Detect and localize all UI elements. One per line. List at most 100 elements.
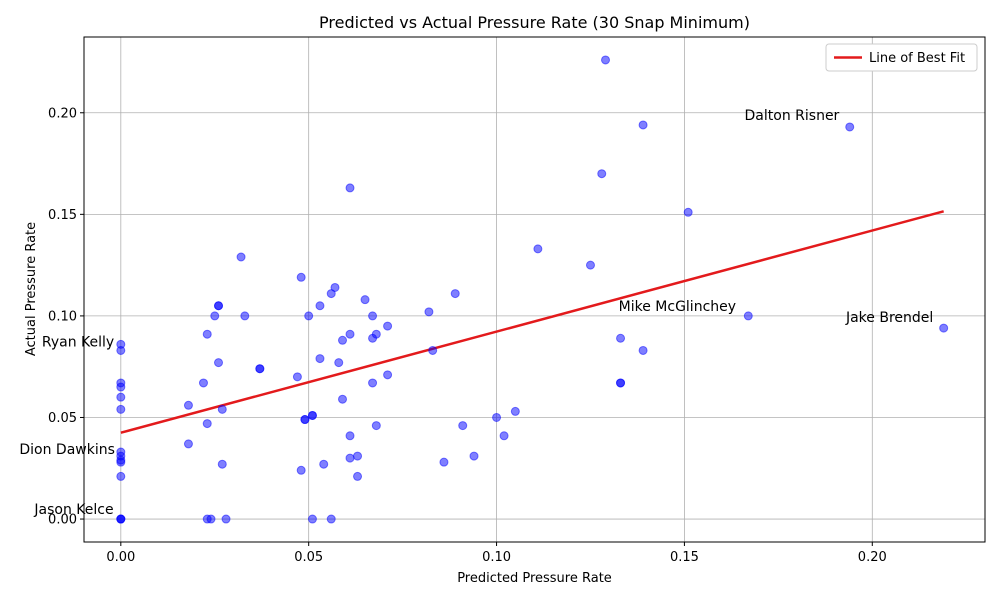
- point-annotation: Ryan Kelly: [42, 334, 114, 350]
- data-point: [198, 378, 208, 388]
- data-point: [116, 392, 126, 402]
- data-point: [510, 406, 520, 416]
- data-point: [845, 122, 855, 132]
- data-point: [236, 252, 246, 262]
- data-point: [345, 453, 355, 463]
- data-point: [383, 370, 393, 380]
- data-point: [214, 301, 224, 311]
- plot-frame: [83, 36, 986, 543]
- y-tick-label: 0.00: [48, 513, 77, 528]
- data-point: [939, 323, 949, 333]
- data-points: [116, 55, 949, 524]
- data-point: [469, 451, 479, 461]
- data-point: [326, 289, 336, 299]
- x-tick-label: 0.10: [482, 550, 511, 565]
- data-point: [116, 345, 126, 355]
- x-axis-label: Predicted Pressure Rate: [457, 571, 612, 586]
- y-tick-label: 0.15: [48, 208, 77, 223]
- data-point: [116, 471, 126, 481]
- data-point: [371, 421, 381, 431]
- data-point: [315, 301, 325, 311]
- data-point: [183, 400, 193, 410]
- y-axis-label: Actual Pressure Rate: [24, 222, 39, 356]
- data-point: [383, 321, 393, 331]
- data-point: [368, 311, 378, 321]
- point-annotation: Dion Dawkins: [19, 442, 115, 458]
- data-point: [214, 358, 224, 368]
- data-point: [183, 439, 193, 449]
- x-tick-label: 0.20: [858, 550, 887, 565]
- y-tick-label: 0.10: [48, 309, 77, 324]
- data-point: [307, 410, 317, 420]
- data-point: [116, 514, 126, 524]
- legend-label: Line of Best Fit: [869, 51, 965, 66]
- data-point: [202, 329, 212, 339]
- axis-ticks: 0.00 0.05 0.10 0.15 0.20 0.00 0.05 0.10 0.15 0.20: [48, 106, 887, 565]
- data-point: [597, 169, 607, 179]
- data-point: [116, 404, 126, 414]
- data-point: [585, 260, 595, 270]
- data-point: [428, 345, 438, 355]
- data-point: [255, 364, 265, 374]
- data-point: [368, 333, 378, 343]
- data-point: [345, 431, 355, 441]
- data-point: [217, 459, 227, 469]
- data-point: [221, 514, 231, 524]
- data-point: [296, 465, 306, 475]
- data-point: [334, 358, 344, 368]
- grid-lines: [84, 37, 985, 542]
- data-point: [638, 120, 648, 130]
- data-point: [292, 372, 302, 382]
- point-annotation: Jason Kelce: [33, 502, 113, 518]
- x-tick-label: 0.00: [106, 550, 135, 565]
- data-point: [296, 272, 306, 282]
- point-annotation: Jake Brendel: [845, 310, 933, 326]
- data-point: [683, 207, 693, 217]
- data-point: [450, 289, 460, 299]
- data-point: [202, 419, 212, 429]
- data-point: [616, 333, 626, 343]
- data-point: [300, 415, 310, 425]
- data-point: [345, 183, 355, 193]
- chart-title: Predicted vs Actual Pressure Rate (30 Sn…: [319, 13, 750, 32]
- data-point: [439, 457, 449, 467]
- data-point: [206, 514, 216, 524]
- data-point: [116, 457, 126, 467]
- y-tick-label: 0.05: [48, 411, 77, 426]
- data-point: [326, 514, 336, 524]
- data-point: [217, 404, 227, 414]
- data-point: [319, 459, 329, 469]
- data-point: [601, 55, 611, 65]
- x-tick-label: 0.05: [294, 550, 323, 565]
- data-point: [424, 307, 434, 317]
- data-point: [304, 311, 314, 321]
- data-point: [616, 378, 626, 388]
- annotations: Dalton Risner Mike McGlinchey Jake Brendel…: [19, 108, 933, 518]
- fit-line: [120, 210, 944, 434]
- data-point: [315, 354, 325, 364]
- fit-line-layer: [120, 210, 944, 434]
- legend-box: [825, 43, 978, 72]
- data-point: [499, 431, 509, 441]
- point-annotation: Dalton Risner: [745, 108, 840, 124]
- x-tick-label: 0.15: [670, 550, 699, 565]
- data-point: [338, 335, 348, 345]
- point-annotation: Mike McGlinchey: [619, 299, 736, 315]
- data-point: [360, 295, 370, 305]
- data-point: [638, 345, 648, 355]
- data-point: [743, 311, 753, 321]
- data-point: [345, 329, 355, 339]
- data-point: [240, 311, 250, 321]
- data-point: [492, 412, 502, 422]
- data-point: [458, 421, 468, 431]
- data-point: [116, 382, 126, 392]
- data-point: [338, 394, 348, 404]
- data-point: [533, 244, 543, 254]
- legend: Line of Best Fit: [825, 43, 978, 72]
- y-tick-label: 0.20: [48, 106, 77, 121]
- data-point: [307, 514, 317, 524]
- data-point: [210, 311, 220, 321]
- data-point: [368, 378, 378, 388]
